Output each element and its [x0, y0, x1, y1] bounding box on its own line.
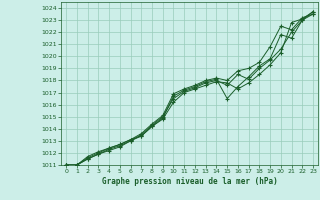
X-axis label: Graphe pression niveau de la mer (hPa): Graphe pression niveau de la mer (hPa) [102, 177, 277, 186]
